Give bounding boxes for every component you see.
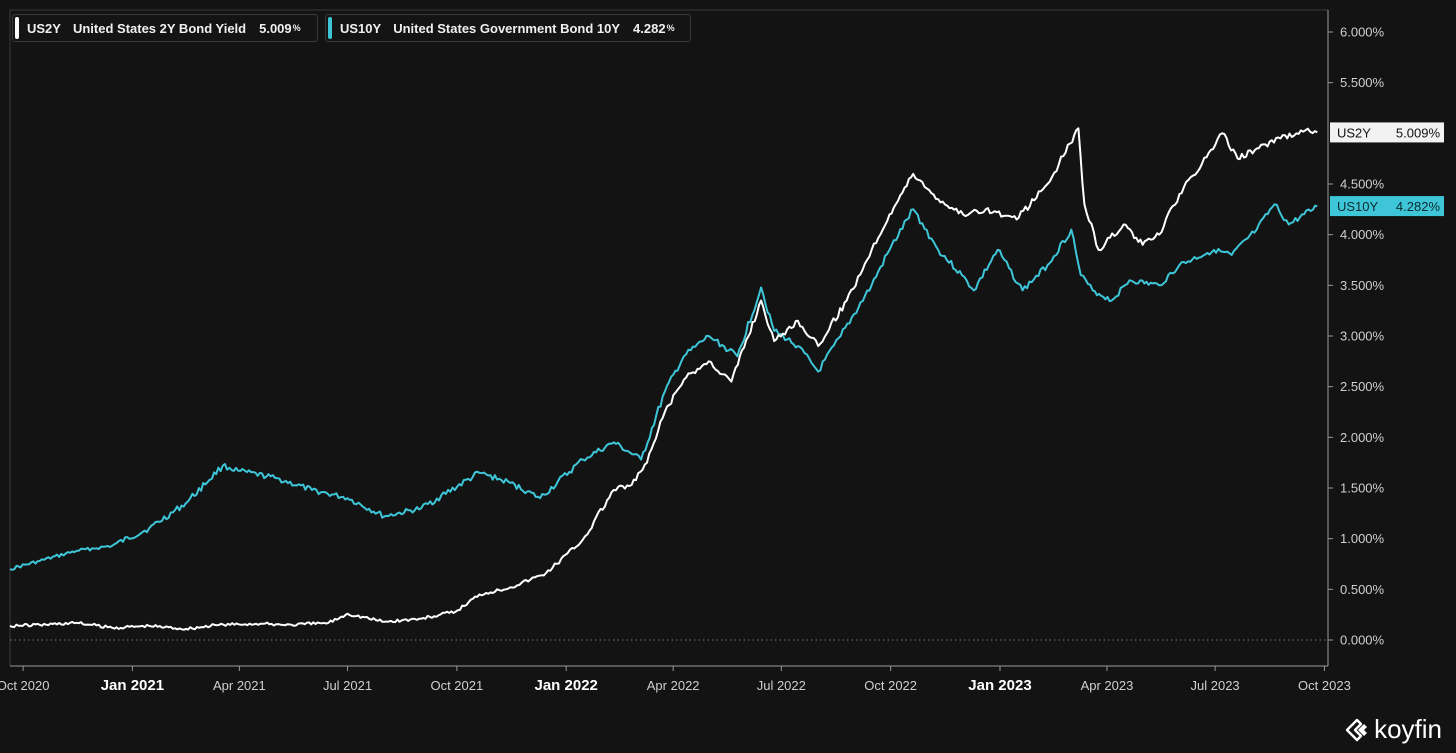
us10y-value: 4.282: [633, 20, 666, 36]
x-tick-label: Jul 2022: [757, 678, 806, 693]
x-tick-label: Jan 2022: [535, 677, 598, 694]
x-tick-label: Oct 2021: [430, 678, 483, 693]
x-tick-label: Jul 2021: [323, 678, 372, 693]
y-tick-label: 6.000%: [1340, 25, 1385, 40]
x-tick-label: Jan 2021: [101, 677, 164, 694]
y-tick-label: 4.000%: [1340, 227, 1385, 242]
x-tick-label: Apr 2021: [213, 678, 266, 693]
x-tick-label: Oct 2020: [0, 678, 49, 693]
last-value-badge-us10y: [1330, 196, 1444, 217]
y-tick-label: 4.500%: [1340, 177, 1385, 192]
us10y-swatch: [328, 17, 332, 39]
x-tick-label: Jan 2023: [968, 677, 1031, 694]
last-value-labels-layer: US2Y 5.009% US10Y 4.282%: [1330, 122, 1444, 217]
koyfin-brand: koyfin: [1344, 714, 1442, 745]
legend-us2y[interactable]: US2Y United States 2Y Bond Yield 5.009 %: [12, 14, 318, 42]
series-line-us10y: [9, 203, 1318, 571]
y-tick-label: 3.000%: [1340, 329, 1385, 344]
us10y-name: United States Government Bond 10Y: [393, 20, 621, 36]
x-ticks-layer: Oct 2020 Jan 2021 Apr 2021 Jul 2021 Oct 2021…: [0, 666, 1351, 694]
y-tick-label: 3.500%: [1340, 278, 1385, 293]
y-tick-label: 2.500%: [1340, 379, 1385, 394]
series-line-us2y: [9, 127, 1318, 631]
us10y-unit: %: [666, 23, 675, 33]
brand-name: koyfin: [1374, 714, 1442, 744]
us2y-name: United States 2Y Bond Yield: [72, 20, 247, 36]
x-tick-label: Apr 2023: [1081, 678, 1134, 693]
y-tick-label: 0.500%: [1340, 582, 1385, 597]
last-value-badge-us2y: [1330, 122, 1444, 143]
us10y-symbol: US10Y: [340, 20, 382, 36]
koyfin-logo-icon: [1345, 718, 1368, 741]
last-value-symbol-us10y: US10Y: [1337, 199, 1379, 214]
x-tick-label: Oct 2022: [864, 678, 917, 693]
last-value-text-us2y: 5.009%: [1396, 125, 1441, 140]
us2y-unit: %: [292, 23, 301, 33]
us2y-swatch: [15, 17, 19, 39]
us2y-value: 5.009: [259, 20, 292, 36]
x-tick-label: Apr 2022: [647, 678, 700, 693]
y-ticks-layer: 0.000% 0.500% 1.000% 1.500% 2.000% 2.500% 3.00…: [1328, 25, 1385, 648]
last-value-symbol-us2y: US2Y: [1337, 125, 1371, 140]
series-layer: [9, 127, 1318, 631]
us2y-symbol: US2Y: [27, 20, 61, 36]
y-tick-label: 5.500%: [1340, 75, 1385, 90]
y-tick-label: 0.000%: [1340, 633, 1385, 648]
legend-us10y[interactable]: US10Y United States Government Bond 10Y …: [325, 14, 691, 42]
x-tick-label: Oct 2023: [1298, 678, 1351, 693]
x-tick-label: Jul 2023: [1191, 678, 1240, 693]
last-value-text-us10y: 4.282%: [1396, 199, 1441, 214]
y-tick-label: 2.000%: [1340, 430, 1385, 445]
y-tick-label: 1.500%: [1340, 481, 1385, 496]
y-tick-label: 1.000%: [1340, 531, 1385, 546]
